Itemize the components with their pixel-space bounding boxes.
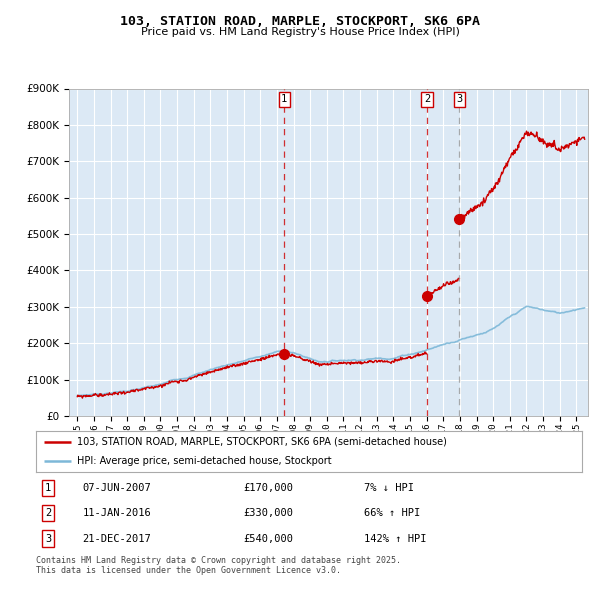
Text: 66% ↑ HPI: 66% ↑ HPI: [364, 509, 420, 518]
Text: 103, STATION ROAD, MARPLE, STOCKPORT, SK6 6PA: 103, STATION ROAD, MARPLE, STOCKPORT, SK…: [120, 15, 480, 28]
Text: 11-JAN-2016: 11-JAN-2016: [82, 509, 151, 518]
Text: HPI: Average price, semi-detached house, Stockport: HPI: Average price, semi-detached house,…: [77, 456, 332, 466]
Text: Price paid vs. HM Land Registry's House Price Index (HPI): Price paid vs. HM Land Registry's House …: [140, 27, 460, 37]
Text: 2: 2: [45, 509, 51, 518]
Text: 3: 3: [456, 94, 463, 104]
Text: £540,000: £540,000: [244, 533, 293, 543]
Text: 2: 2: [424, 94, 430, 104]
Text: Contains HM Land Registry data © Crown copyright and database right 2025.
This d: Contains HM Land Registry data © Crown c…: [36, 556, 401, 575]
Text: 21-DEC-2017: 21-DEC-2017: [82, 533, 151, 543]
Text: 1: 1: [281, 94, 287, 104]
Text: 07-JUN-2007: 07-JUN-2007: [82, 483, 151, 493]
Text: 3: 3: [45, 533, 51, 543]
Text: 7% ↓ HPI: 7% ↓ HPI: [364, 483, 413, 493]
Text: 103, STATION ROAD, MARPLE, STOCKPORT, SK6 6PA (semi-detached house): 103, STATION ROAD, MARPLE, STOCKPORT, SK…: [77, 437, 447, 447]
Text: £170,000: £170,000: [244, 483, 293, 493]
Text: 142% ↑ HPI: 142% ↑ HPI: [364, 533, 426, 543]
Text: 1: 1: [45, 483, 51, 493]
Text: £330,000: £330,000: [244, 509, 293, 518]
